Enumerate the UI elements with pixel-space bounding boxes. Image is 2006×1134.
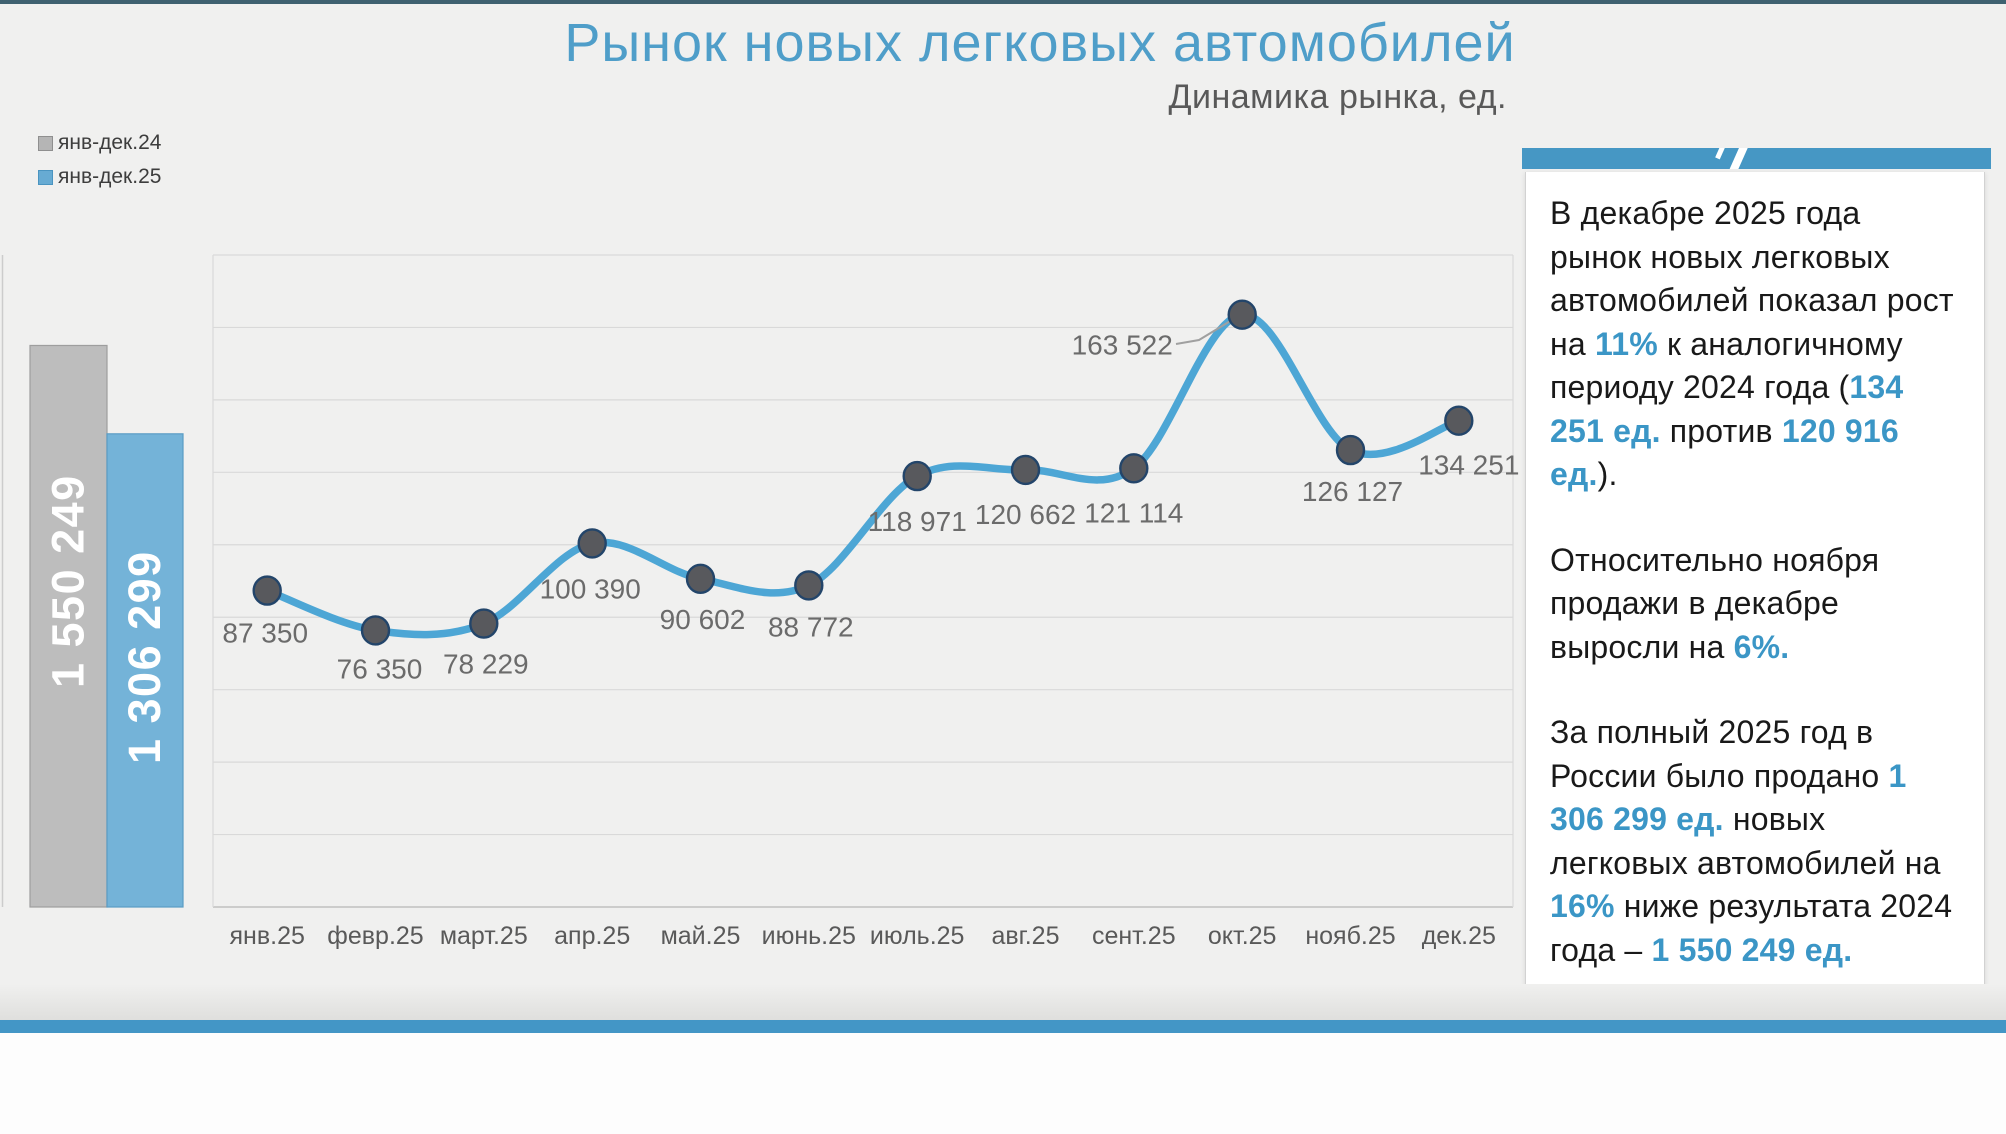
legend-item-2025: янв-дек.25 bbox=[38, 160, 161, 194]
slash-decoration-small-icon bbox=[1715, 148, 1726, 160]
x-axis-label-июль.25: июль.25 bbox=[870, 922, 965, 950]
x-axis-label-июнь.25: июнь.25 bbox=[762, 922, 856, 950]
data-point-marker-окт.25 bbox=[1227, 299, 1257, 330]
line-series-2025 bbox=[263, 310, 1463, 639]
data-point-marker-май.25 bbox=[685, 563, 716, 594]
legend-swatch-gray-icon bbox=[38, 135, 53, 151]
panel-text: ниже результата 2024 года – bbox=[1550, 888, 1953, 968]
highlight-value: 6%. bbox=[1733, 628, 1790, 665]
panel-text: новых легковых автомобилей на bbox=[1550, 801, 1941, 881]
data-label-дек.25: 134 251 bbox=[1418, 450, 1519, 481]
x-axis-label-апр.25: апр.25 bbox=[554, 922, 630, 950]
data-point-marker-дек.25 bbox=[1444, 405, 1474, 436]
data-label-май.25: 90 602 bbox=[660, 604, 746, 635]
highlight-value: 1 550 249 ед. bbox=[1651, 931, 1853, 968]
panel-text: Относительно ноября продажи в декабре вы… bbox=[1550, 541, 1880, 665]
chart-subtitle: Динамика рынка, ед. bbox=[1168, 78, 1507, 116]
data-point-marker-июнь.25 bbox=[794, 570, 824, 601]
data-label-март.25: 78 229 bbox=[443, 649, 529, 680]
data-point-marker-нояб.25 bbox=[1335, 434, 1366, 466]
legend-item-2024: янв-дек.24 bbox=[38, 126, 161, 160]
panel-paragraph-3: За полный 2025 год в России было продано… bbox=[1550, 711, 1960, 972]
data-label-июль.25: 118 971 bbox=[868, 506, 967, 537]
highlight-value: 120 916 ед. bbox=[1550, 412, 1899, 493]
panel-text: к аналогичному периоду 2024 года ( bbox=[1550, 325, 1903, 406]
annual-bar-2024 bbox=[29, 344, 108, 908]
panel-text: против bbox=[1660, 412, 1782, 449]
data-point-marker-апр.25 bbox=[577, 528, 607, 559]
annual-bar-2025 bbox=[106, 433, 184, 908]
data-point-marker-янв.25 bbox=[252, 575, 282, 606]
highlight-value: 1 306 299 ед. bbox=[1550, 757, 1907, 838]
data-point-marker-июль.25 bbox=[902, 460, 932, 492]
panel-text: В декабре 2025 года рынок новых легковых… bbox=[1550, 195, 1954, 362]
panel-paragraph-2: Относительно ноября продажи в декабре вы… bbox=[1550, 539, 1960, 670]
x-axis-label-авг.25: авг.25 bbox=[991, 922, 1059, 950]
x-axis-label-янв.25: янв.25 bbox=[230, 922, 305, 950]
data-label-апр.25: 100 390 bbox=[540, 573, 641, 604]
x-axis-label-март.25: март.25 bbox=[440, 922, 528, 950]
legend-label: янв-дек.24 bbox=[58, 131, 162, 154]
data-label-февр.25: 76 350 bbox=[337, 653, 423, 684]
panel-text: ). bbox=[1597, 456, 1618, 493]
data-point-marker-сент.25 bbox=[1119, 453, 1149, 484]
data-point-marker-февр.25 bbox=[360, 615, 391, 646]
insight-panel: В декабре 2025 года рынок новых легковых… bbox=[1525, 172, 1985, 990]
highlight-value: 16% bbox=[1550, 888, 1615, 925]
slash-decoration-icon bbox=[1726, 148, 1750, 169]
legend-label: янв-дек.25 bbox=[58, 165, 162, 188]
page-title: Рынок новых легковых автомобилей bbox=[564, 13, 1516, 73]
panel-text: За полный 2025 год в России было продано bbox=[1550, 714, 1889, 794]
data-label-нояб.25: 126 127 bbox=[1302, 476, 1403, 507]
callout-leader-line bbox=[1175, 319, 1233, 345]
x-axis-label-дек.25: дек.25 bbox=[1422, 922, 1496, 950]
data-label-авг.25: 120 662 bbox=[975, 499, 1076, 530]
data-label-окт.25: 163 522 bbox=[1072, 330, 1173, 361]
data-point-marker-авг.25 bbox=[1010, 454, 1041, 486]
top-accent-line bbox=[0, 0, 2006, 4]
chart-legend: янв-дек.24 янв-дек.25 bbox=[38, 126, 161, 194]
annual-bar-value-label: 1 306 299 bbox=[119, 550, 170, 764]
panel-paragraph-1: В декабре 2025 года рынок новых легковых… bbox=[1550, 192, 1960, 497]
x-axis-label-окт.25: окт.25 bbox=[1208, 922, 1277, 950]
x-axis-label-май.25: май.25 bbox=[661, 922, 741, 950]
panel-accent-bar bbox=[1522, 148, 1991, 169]
data-label-сент.25: 121 114 bbox=[1084, 497, 1183, 528]
highlight-value: 134 251 ед. bbox=[1550, 369, 1904, 449]
footer-area: Данные: Автостат Инфо, www.avtostat-info… bbox=[0, 1033, 2006, 1134]
footer-divider-bar bbox=[0, 1020, 2006, 1033]
data-label-янв.25: 87 350 bbox=[222, 618, 308, 649]
annual-bar-value-label: 1 550 249 bbox=[43, 474, 94, 688]
x-axis-label-сент.25: сент.25 bbox=[1092, 922, 1176, 950]
footer-gradient bbox=[0, 984, 2006, 1020]
data-label-июнь.25: 88 772 bbox=[768, 611, 854, 642]
highlight-value: 11% bbox=[1594, 325, 1658, 362]
data-point-marker-март.25 bbox=[469, 608, 499, 639]
legend-swatch-blue-icon bbox=[38, 169, 53, 185]
x-axis-label-февр.25: февр.25 bbox=[327, 922, 423, 950]
x-axis-label-нояб.25: нояб.25 bbox=[1305, 922, 1395, 950]
